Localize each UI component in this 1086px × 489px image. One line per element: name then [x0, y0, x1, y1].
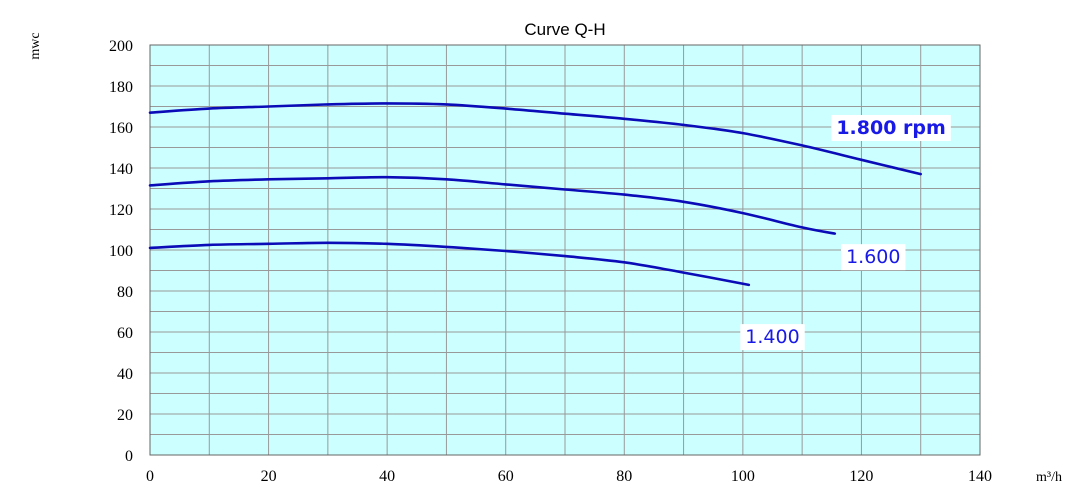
x-tick-label: 20	[261, 468, 277, 485]
series-label: 1.400	[740, 324, 805, 351]
series-label-box	[841, 244, 906, 271]
x-tick-label: 60	[498, 468, 514, 485]
y-tick-label: 60	[117, 325, 133, 342]
x-tick-label: 80	[616, 468, 632, 485]
y-tick-label: 0	[125, 448, 133, 465]
y-tick-label: 200	[109, 38, 133, 55]
series-label-text: 1.800 rpm	[836, 117, 945, 139]
tick-labels: 0 20 40 60 80 100 120 140 0 20 40 60 80 100 120 140 160 1…	[109, 38, 992, 485]
series-label-box	[831, 115, 951, 141]
x-tick-label: 100	[731, 468, 755, 485]
grid	[150, 45, 980, 455]
y-tick-label: 120	[109, 202, 133, 219]
chart-title: Curve Q-H	[524, 20, 605, 39]
x-tick-label: 140	[968, 468, 992, 485]
series-label-box	[740, 324, 805, 351]
series-line	[148, 175, 837, 235]
series-label: 1.600	[841, 244, 906, 271]
y-tick-label: 100	[109, 243, 133, 260]
y-tick-label: 180	[109, 79, 133, 96]
x-axis-label: m³/h	[1036, 470, 1062, 485]
series-line	[148, 102, 922, 176]
series-label: 1.800 rpm	[831, 115, 951, 141]
y-axis-label: mwc	[28, 32, 43, 59]
series-line	[148, 241, 751, 287]
y-tick-label: 20	[117, 407, 133, 424]
x-tick-label: 120	[849, 468, 873, 485]
series-lines	[148, 102, 922, 287]
series-label-text: 1.600	[846, 246, 900, 268]
x-tick-label: 0	[146, 468, 154, 485]
y-tick-label: 140	[109, 161, 133, 178]
series-label-text: 1.400	[745, 326, 799, 348]
y-tick-label: 40	[117, 366, 133, 383]
series-labels: 1.800 rpm 1.600 1.400	[740, 115, 951, 351]
y-tick-label: 80	[117, 284, 133, 301]
y-tick-label: 160	[109, 120, 133, 137]
plot-border	[149, 44, 981, 456]
x-tick-label: 40	[379, 468, 395, 485]
